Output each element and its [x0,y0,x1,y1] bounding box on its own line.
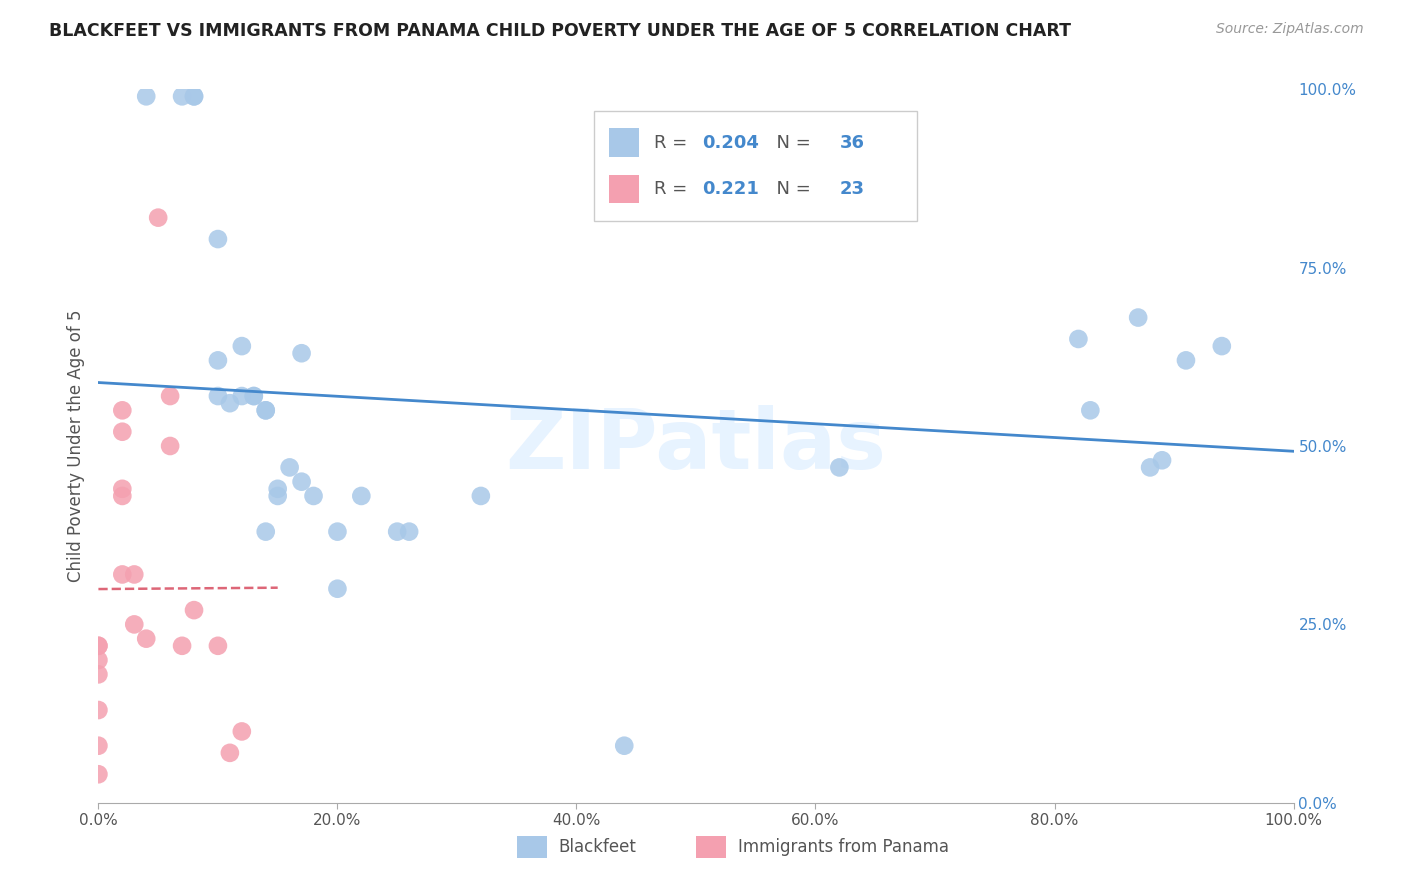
Point [254,403,277,417]
Text: Immigrants from Panama: Immigrants from Panama [738,838,949,856]
Point [159,389,181,403]
Point [148,211,170,225]
Text: N =: N = [765,134,817,152]
Text: R =: R = [654,134,693,152]
Text: Blackfeet: Blackfeet [558,838,637,856]
FancyBboxPatch shape [609,175,638,203]
Point [1175,353,1198,368]
Point [172,89,194,103]
Text: 0.204: 0.204 [702,134,759,152]
Point [87,653,110,667]
Point [385,524,409,539]
Point [291,346,314,360]
Point [183,89,205,103]
Point [219,396,242,410]
Point [613,739,636,753]
Text: N =: N = [765,180,817,198]
Point [1152,453,1174,467]
Point [291,475,314,489]
Point [87,639,110,653]
Point [172,639,194,653]
FancyBboxPatch shape [595,111,917,221]
Point [267,482,290,496]
Point [278,460,301,475]
Point [87,767,110,781]
Point [1067,332,1090,346]
Point [267,489,290,503]
Point [243,389,266,403]
Point [219,746,242,760]
Point [183,603,205,617]
Point [243,389,266,403]
Point [1080,403,1102,417]
Point [87,703,110,717]
Point [326,524,349,539]
Point [470,489,492,503]
Point [231,389,253,403]
Text: Source: ZipAtlas.com: Source: ZipAtlas.com [1216,22,1364,37]
Point [87,667,110,681]
Point [207,232,229,246]
Text: R =: R = [654,180,693,198]
Point [207,353,229,368]
Point [1128,310,1150,325]
Point [1211,339,1233,353]
Point [254,524,277,539]
Text: 23: 23 [839,180,865,198]
Point [87,639,110,653]
Point [183,89,205,103]
Y-axis label: Child Poverty Under the Age of 5: Child Poverty Under the Age of 5 [66,310,84,582]
Text: 36: 36 [839,134,865,152]
Point [1139,460,1161,475]
Text: BLACKFEET VS IMMIGRANTS FROM PANAMA CHILD POVERTY UNDER THE AGE OF 5 CORRELATION: BLACKFEET VS IMMIGRANTS FROM PANAMA CHIL… [49,22,1071,40]
Point [207,639,229,653]
Point [159,439,181,453]
Point [111,567,134,582]
Text: 0.221: 0.221 [702,180,759,198]
Point [111,403,134,417]
Point [135,632,157,646]
FancyBboxPatch shape [609,128,638,157]
Point [124,567,146,582]
Point [124,617,146,632]
Point [254,403,277,417]
Point [135,89,157,103]
Point [326,582,349,596]
Point [398,524,420,539]
FancyBboxPatch shape [517,836,547,858]
Point [111,425,134,439]
Point [111,489,134,503]
Point [302,489,325,503]
Point [207,389,229,403]
Point [231,339,253,353]
FancyBboxPatch shape [696,836,725,858]
Point [828,460,851,475]
Point [350,489,373,503]
Point [111,482,134,496]
Text: ZIPatlas: ZIPatlas [506,406,886,486]
Point [87,739,110,753]
Point [231,724,253,739]
